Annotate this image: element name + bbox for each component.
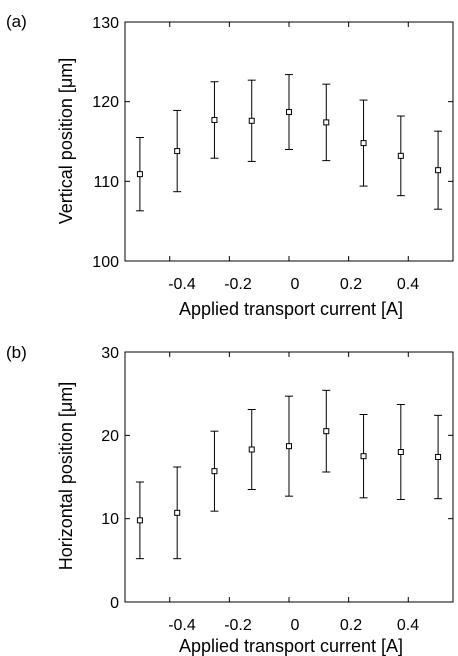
panel-b-ticks <box>125 351 453 603</box>
x-tick-label: 0 <box>291 617 300 634</box>
data-point-marker <box>397 449 404 455</box>
panel-b: (b) -0.4 -0.2 0 0.2 0.4 0 10 20 30 Appli… <box>6 343 454 656</box>
y-tick-label: 100 <box>92 254 119 271</box>
y-tick-label: 110 <box>93 174 119 191</box>
x-tick-label: 0.2 <box>340 617 362 634</box>
y-tick-label: 130 <box>92 15 119 32</box>
panel-b-xtick-labels: -0.4 -0.2 0 0.2 0.4 <box>168 617 419 634</box>
data-point-marker <box>248 117 255 124</box>
x-tick-label: -0.2 <box>224 276 252 293</box>
x-tick-label: -0.4 <box>168 276 196 293</box>
data-point-marker <box>286 109 292 116</box>
panel-a-ytick-labels: 100 110 120 130 <box>92 15 119 271</box>
panel-a-xtick-labels: -0.4 -0.2 0 0.2 0.4 <box>168 276 419 293</box>
y-tick-label: 120 <box>92 94 119 111</box>
panel-a-y-axis-title: Vertical position [μm] <box>56 58 76 224</box>
y-tick-label: 0 <box>110 595 119 612</box>
data-point-marker <box>397 152 404 159</box>
x-tick-label: 0.4 <box>397 276 419 293</box>
panel-b-y-axis-title: Horizontal position [μm] <box>56 382 76 570</box>
y-tick-label: 10 <box>101 511 119 528</box>
panel-a-ticks <box>125 21 453 262</box>
data-point-marker <box>211 468 218 475</box>
x-tick-label: -0.4 <box>168 617 196 634</box>
data-point-marker <box>360 453 367 460</box>
data-point-marker <box>174 148 181 155</box>
x-tick-label: 0.2 <box>340 276 362 293</box>
panel-a: (a) -0.4 -0.2 0 0.2 0.4 100 110 120 130 … <box>6 12 454 319</box>
data-point-marker <box>248 446 255 453</box>
x-tick-label: 0.4 <box>397 617 419 634</box>
y-tick-label: 30 <box>101 345 119 362</box>
panel-b-ytick-labels: 0 10 20 30 <box>101 345 119 612</box>
data-point-marker <box>323 119 330 126</box>
panel-a-data-series <box>135 74 443 212</box>
data-point-marker <box>435 454 442 460</box>
panel-b-x-axis-title: Applied transport current [A] <box>179 636 403 656</box>
panel-b-data-series <box>135 389 443 560</box>
panel-a-label: (a) <box>6 12 27 31</box>
x-tick-label: 0 <box>291 276 300 293</box>
data-point-marker <box>211 116 218 123</box>
panel-b-label: (b) <box>6 343 27 362</box>
panel-a-x-axis-title: Applied transport current [A] <box>179 299 403 319</box>
data-point-marker <box>360 140 367 147</box>
x-tick-label: -0.2 <box>224 617 252 634</box>
data-point-marker <box>323 428 330 435</box>
data-point-marker <box>174 509 181 516</box>
data-point-marker <box>286 443 292 450</box>
data-point-marker <box>136 517 143 524</box>
data-point-marker <box>136 171 143 178</box>
data-point-marker <box>435 167 442 174</box>
y-tick-label: 20 <box>101 428 119 445</box>
